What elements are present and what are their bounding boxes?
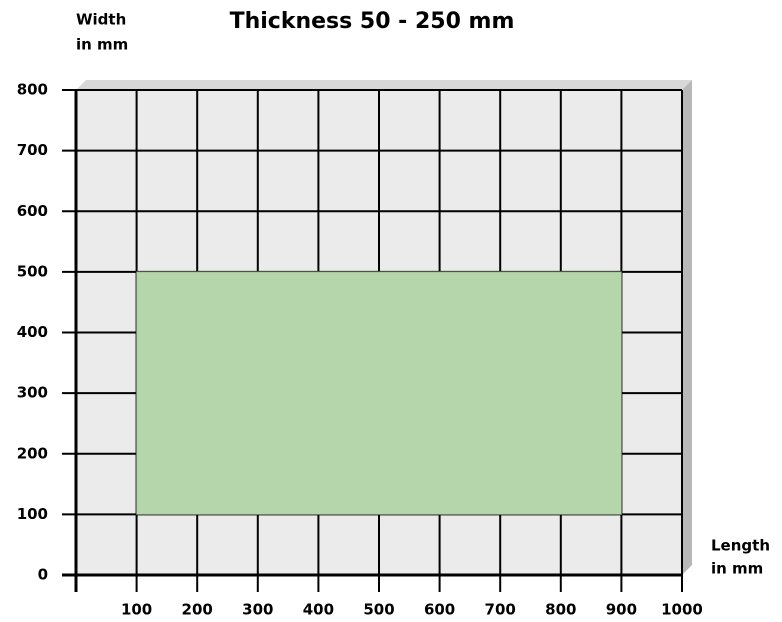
y-axis-label: Width xyxy=(76,11,126,29)
x-tick-label: 700 xyxy=(485,601,516,619)
plot-side-edge xyxy=(682,80,692,575)
x-tick-label: 800 xyxy=(545,601,576,619)
y-tick-label: 100 xyxy=(17,505,48,523)
x-tick-label: 100 xyxy=(121,601,152,619)
y-axis-label: in mm xyxy=(76,36,128,54)
range-area xyxy=(136,271,622,515)
x-axis-label: in mm xyxy=(711,560,763,578)
x-tick-label: 400 xyxy=(303,601,334,619)
y-tick-label: 300 xyxy=(17,384,48,402)
x-tick-label: 500 xyxy=(363,601,394,619)
y-tick-label: 800 xyxy=(17,81,48,99)
y-tick-label: 200 xyxy=(17,444,48,462)
x-tick-label: 200 xyxy=(182,601,213,619)
x-axis-label: Length xyxy=(711,537,770,555)
x-tick-label: 600 xyxy=(424,601,455,619)
y-tick-label: 600 xyxy=(17,202,48,220)
y-tick-label: 400 xyxy=(17,323,48,341)
y-tick-label: 0 xyxy=(38,566,48,584)
chart-title: Thickness 50 - 250 mm xyxy=(230,9,515,34)
y-tick-label: 500 xyxy=(17,262,48,280)
y-tick-label: 700 xyxy=(17,141,48,159)
plot-top-edge xyxy=(76,80,692,90)
x-tick-label: 900 xyxy=(606,601,637,619)
x-tick-label: 300 xyxy=(242,601,273,619)
x-tick-label: 1000 xyxy=(661,601,703,619)
